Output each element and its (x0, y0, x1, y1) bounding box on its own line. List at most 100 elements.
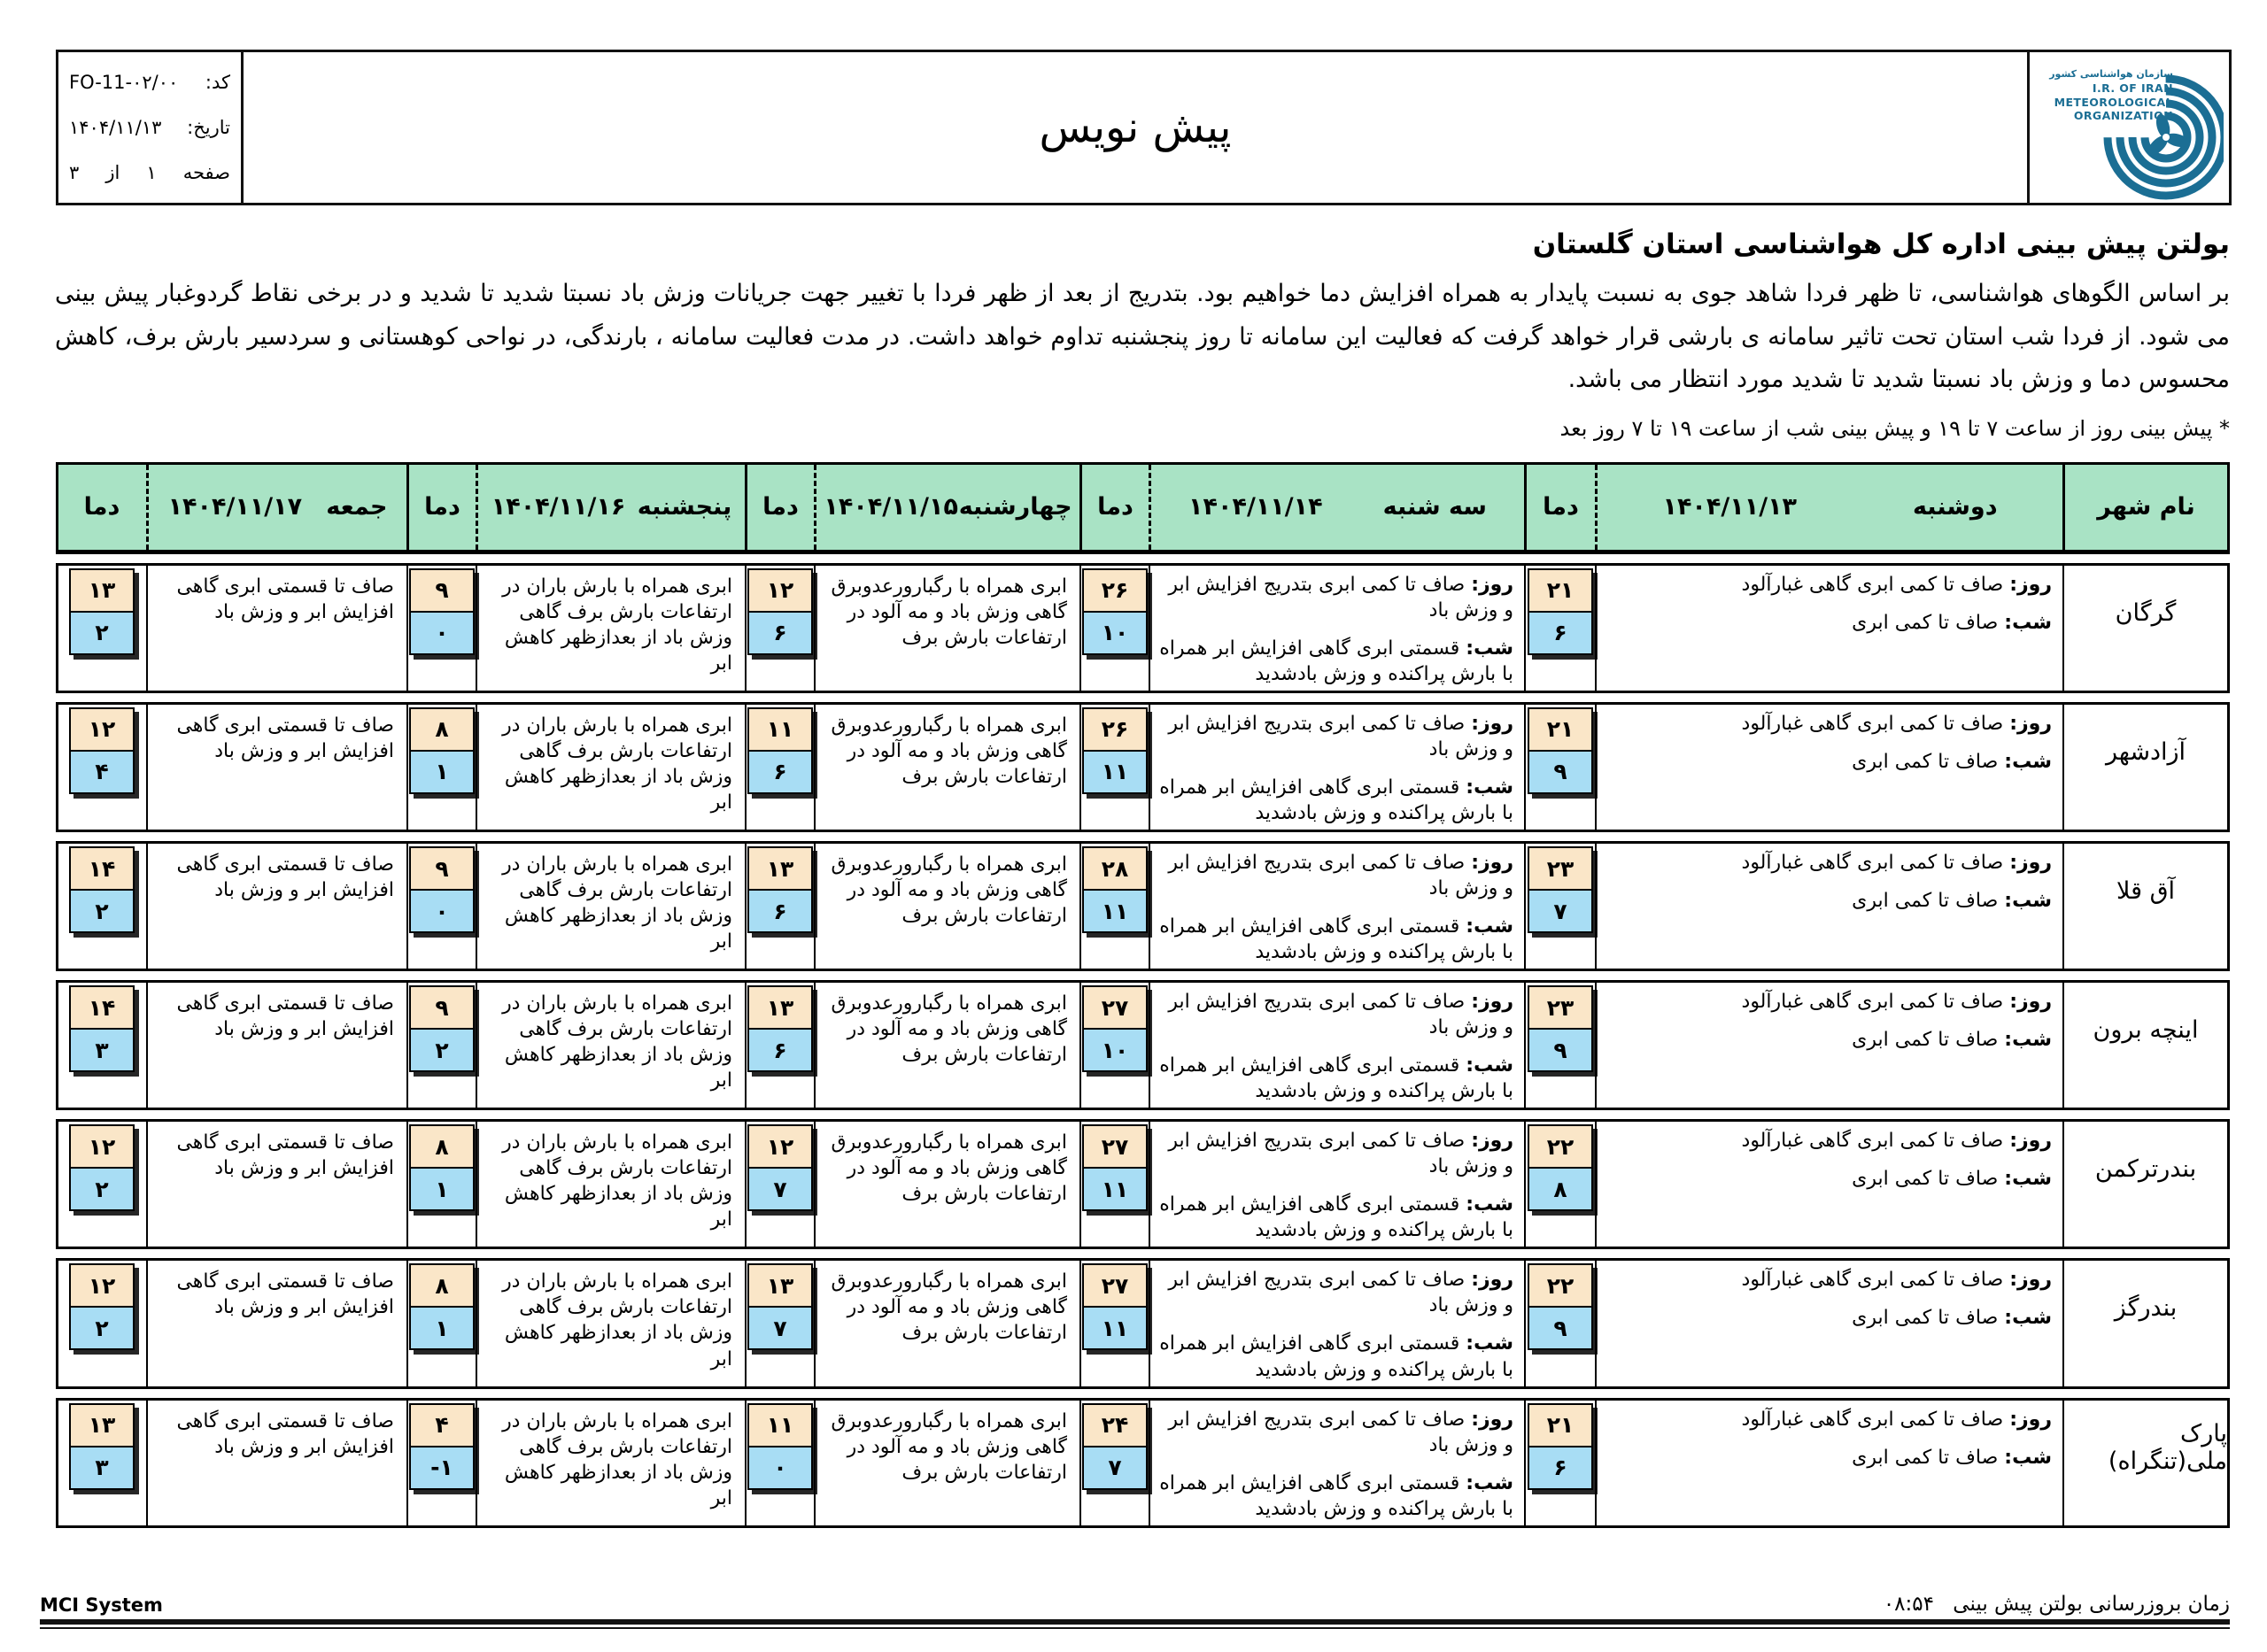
day-forecast-line: روز: صاف تا کمی ابری بتدریج افزایش ابر و… (1156, 850, 1513, 901)
night-label: شب: (1466, 1193, 1513, 1216)
night-label: شب: (2004, 1446, 2052, 1469)
night-temp: ۰ (747, 1445, 813, 1490)
temp-pair: ۲۳ ۹ (1528, 985, 1593, 1073)
day-forecast-text: صاف تا کمی ابری گاهی غبارآلود (1741, 712, 2004, 735)
temp-pair: ۲۶ ۱۱ (1082, 706, 1148, 794)
day-label: روز: (1471, 1269, 1513, 1292)
temp-pair: ۲۷ ۱۰ (1082, 985, 1148, 1073)
forecast-thursday: ابری همراه با بارش باران در ارتفاعات بار… (476, 1122, 745, 1247)
day-temp: ۲۶ (1082, 567, 1148, 613)
city-name: بندرگز (2114, 1294, 2178, 1323)
forecast-text: ابری همراه با رگبارورعدوبرق گاهی وزش باد… (831, 1131, 1067, 1206)
forecast-text: صاف تا قسمتی ابری گاهی افزایش ابر و وزش … (176, 1409, 394, 1458)
night-temp: ۷ (1528, 889, 1593, 934)
temps-tuesday: ۲۷ ۱۱ (1079, 1261, 1149, 1386)
day-label: روز: (2009, 573, 2052, 596)
day-label: روز: (1471, 1130, 1513, 1153)
temp-header: دما (406, 464, 476, 550)
night-label: شب: (1466, 1332, 1513, 1355)
city-name: بندرترکمن (2094, 1155, 2197, 1184)
night-temp: ۳ (69, 1028, 135, 1073)
temps-friday: ۱۳ ۳ (58, 1401, 146, 1525)
footer-system-label: MCI System (40, 1594, 163, 1616)
night-forecast-text: قسمتی ابری گاهی افزایش ابر همراه با بارش… (1159, 1471, 1513, 1520)
day-label: روز: (1471, 852, 1513, 875)
night-temp: ۲ (69, 889, 135, 934)
night-temp: ۱۱ (1082, 1306, 1148, 1351)
forecast-friday: صاف تا قسمتی ابری گاهی افزایش ابر و وزش … (146, 704, 406, 830)
temps-wednesday: ۱۱ ۰ (745, 1400, 814, 1525)
forecast-text: صاف تا قسمتی ابری گاهی افزایش ابر و وزش … (176, 992, 394, 1041)
night-temp: ۶ (747, 749, 813, 794)
night-forecast-line: شب: صاف تا کمی ابری (1602, 888, 2052, 914)
night-forecast-text: صاف تا کمی ابری (1852, 1307, 1999, 1330)
night-temp: ۶ (1528, 610, 1593, 655)
forecast-wednesday: ابری همراه با رگبارورعدوبرق گاهی وزش باد… (814, 1261, 1079, 1386)
night-label: شب: (1466, 776, 1513, 799)
draft-title: پیش نویس (1039, 103, 1232, 152)
footer-update-time-row: زمان بروزرسانی بولتن پیش بینی ۰۸:۵۴ (1884, 1593, 2230, 1616)
day-forecast-line: روز: صاف تا کمی ابری بتدریج افزایش ابر و… (1156, 1128, 1513, 1179)
temp-header: دما (745, 464, 814, 550)
org-logo-text: سازمان هواشناسی کشور I.R. OF IRAN METEOR… (2033, 68, 2173, 123)
forecast-friday: صاف تا قسمتی ابری گاهی افزایش ابر و وزش … (146, 565, 406, 691)
forecast-friday: صاف تا قسمتی ابری گاهی افزایش ابر و وزش … (146, 983, 406, 1108)
day-forecast-text: صاف تا کمی ابری بتدریج افزایش ابر و وزش … (1168, 1130, 1513, 1178)
day-forecast-line: روز: صاف تا کمی ابری گاهی غبارآلود (1602, 850, 2052, 876)
night-forecast-text: قسمتی ابری گاهی افزایش ابر همراه با بارش… (1159, 1054, 1513, 1103)
temp-pair: ۱۳ ۷ (747, 1263, 813, 1351)
temp-pair: ۱۴ ۳ (69, 985, 135, 1073)
document-header-band: سازمان هواشناسی کشور I.R. OF IRAN METEOR… (56, 50, 2232, 205)
day-temp: ۲۸ (1082, 846, 1148, 892)
day-temp: ۱۳ (747, 1263, 813, 1308)
night-label: شب: (2004, 1029, 2052, 1052)
temps-friday: ۱۴ ۲ (58, 844, 146, 969)
table-row: بندرترکمن روز: صاف تا کمی ابری گاهی غبار… (56, 1119, 2230, 1250)
temp-pair: ۲۲ ۸ (1528, 1124, 1593, 1212)
night-forecast-line: شب: صاف تا کمی ابری (1602, 1027, 2052, 1053)
org-logo-box: سازمان هواشناسی کشور I.R. OF IRAN METEOR… (2027, 52, 2229, 203)
doc-date-row: تاریخ: ۱۴۰۴/۱۱/۱۳ (69, 117, 230, 138)
temp-pair: ۸ ۱ (409, 1124, 475, 1212)
night-forecast-text: صاف تا کمی ابری (1852, 1168, 1999, 1191)
day-forecast-line: روز: صاف تا کمی ابری بتدریج افزایش ابر و… (1156, 572, 1513, 623)
night-temp: ۰ (409, 610, 475, 655)
night-label: شب: (2004, 611, 2052, 634)
night-label: شب: (2004, 1307, 2052, 1330)
day-temp: ۲۶ (1082, 706, 1148, 752)
forecast-monday: روز: صاف تا کمی ابری گاهی غبارآلود شب: ص… (1595, 844, 2062, 969)
day-temp: ۱۲ (69, 1124, 135, 1170)
temps-wednesday: ۱۲ ۶ (745, 565, 814, 691)
night-forecast-text: صاف تا کمی ابری (1852, 1446, 1999, 1469)
temp-pair: ۱۴ ۲ (69, 846, 135, 934)
day-forecast-text: صاف تا کمی ابری بتدریج افزایش ابر و وزش … (1168, 573, 1513, 621)
forecast-text: ابری همراه با بارش باران در ارتفاعات بار… (502, 1131, 732, 1231)
temps-thursday: ۹ ۰ (406, 844, 476, 969)
update-time-value: ۰۸:۵۴ (1883, 1593, 1934, 1616)
temps-friday: ۱۲ ۲ (58, 1122, 146, 1247)
summary-paragraph: بر اساس الگوهای هواشناسی، تا ظهر فردا شا… (55, 280, 2230, 394)
night-temp: ۲ (69, 1167, 135, 1212)
day-forecast-text: صاف تا کمی ابری گاهی غبارآلود (1741, 1130, 2004, 1153)
night-temp: ۹ (1528, 1306, 1593, 1351)
temps-thursday: ۹ ۲ (406, 983, 476, 1108)
temps-tuesday: ۲۸ ۱۱ (1079, 844, 1149, 969)
night-forecast-text: قسمتی ابری گاهی افزایش ابر همراه با بارش… (1159, 915, 1513, 964)
temps-tuesday: ۲۶ ۱۱ (1079, 704, 1149, 830)
table-row: پارک ملی(تنگراه) روز: صاف تا کمی ابری گا… (56, 1397, 2230, 1528)
night-temp: ۰ (409, 889, 475, 934)
forecast-text: صاف تا قسمتی ابری گاهی افزایش ابر و وزش … (176, 853, 394, 902)
temp-pair: ۲۷ ۱۱ (1082, 1124, 1148, 1212)
day-forecast-text: صاف تا کمی ابری بتدریج افزایش ابر و وزش … (1168, 852, 1513, 900)
day-name: دوشنبه (1912, 493, 1998, 521)
forecast-text: صاف تا قسمتی ابری گاهی افزایش ابر و وزش … (176, 714, 394, 762)
night-label: شب: (1466, 1054, 1513, 1077)
day-temp: ۲۱ (1528, 706, 1593, 752)
temps-thursday: ۸ ۱ (406, 704, 476, 830)
night-temp: ۶ (1528, 1445, 1593, 1490)
night-forecast-text: صاف تا کمی ابری (1852, 1029, 1999, 1052)
day-forecast-line: روز: صاف تا کمی ابری بتدریج افزایش ابر و… (1156, 1407, 1513, 1458)
forecast-tuesday: روز: صاف تا کمی ابری بتدریج افزایش ابر و… (1149, 1261, 1524, 1386)
day-label: روز: (2009, 712, 2052, 735)
day-date: ۱۴۰۴/۱۱/۱۳ (1662, 493, 1798, 521)
